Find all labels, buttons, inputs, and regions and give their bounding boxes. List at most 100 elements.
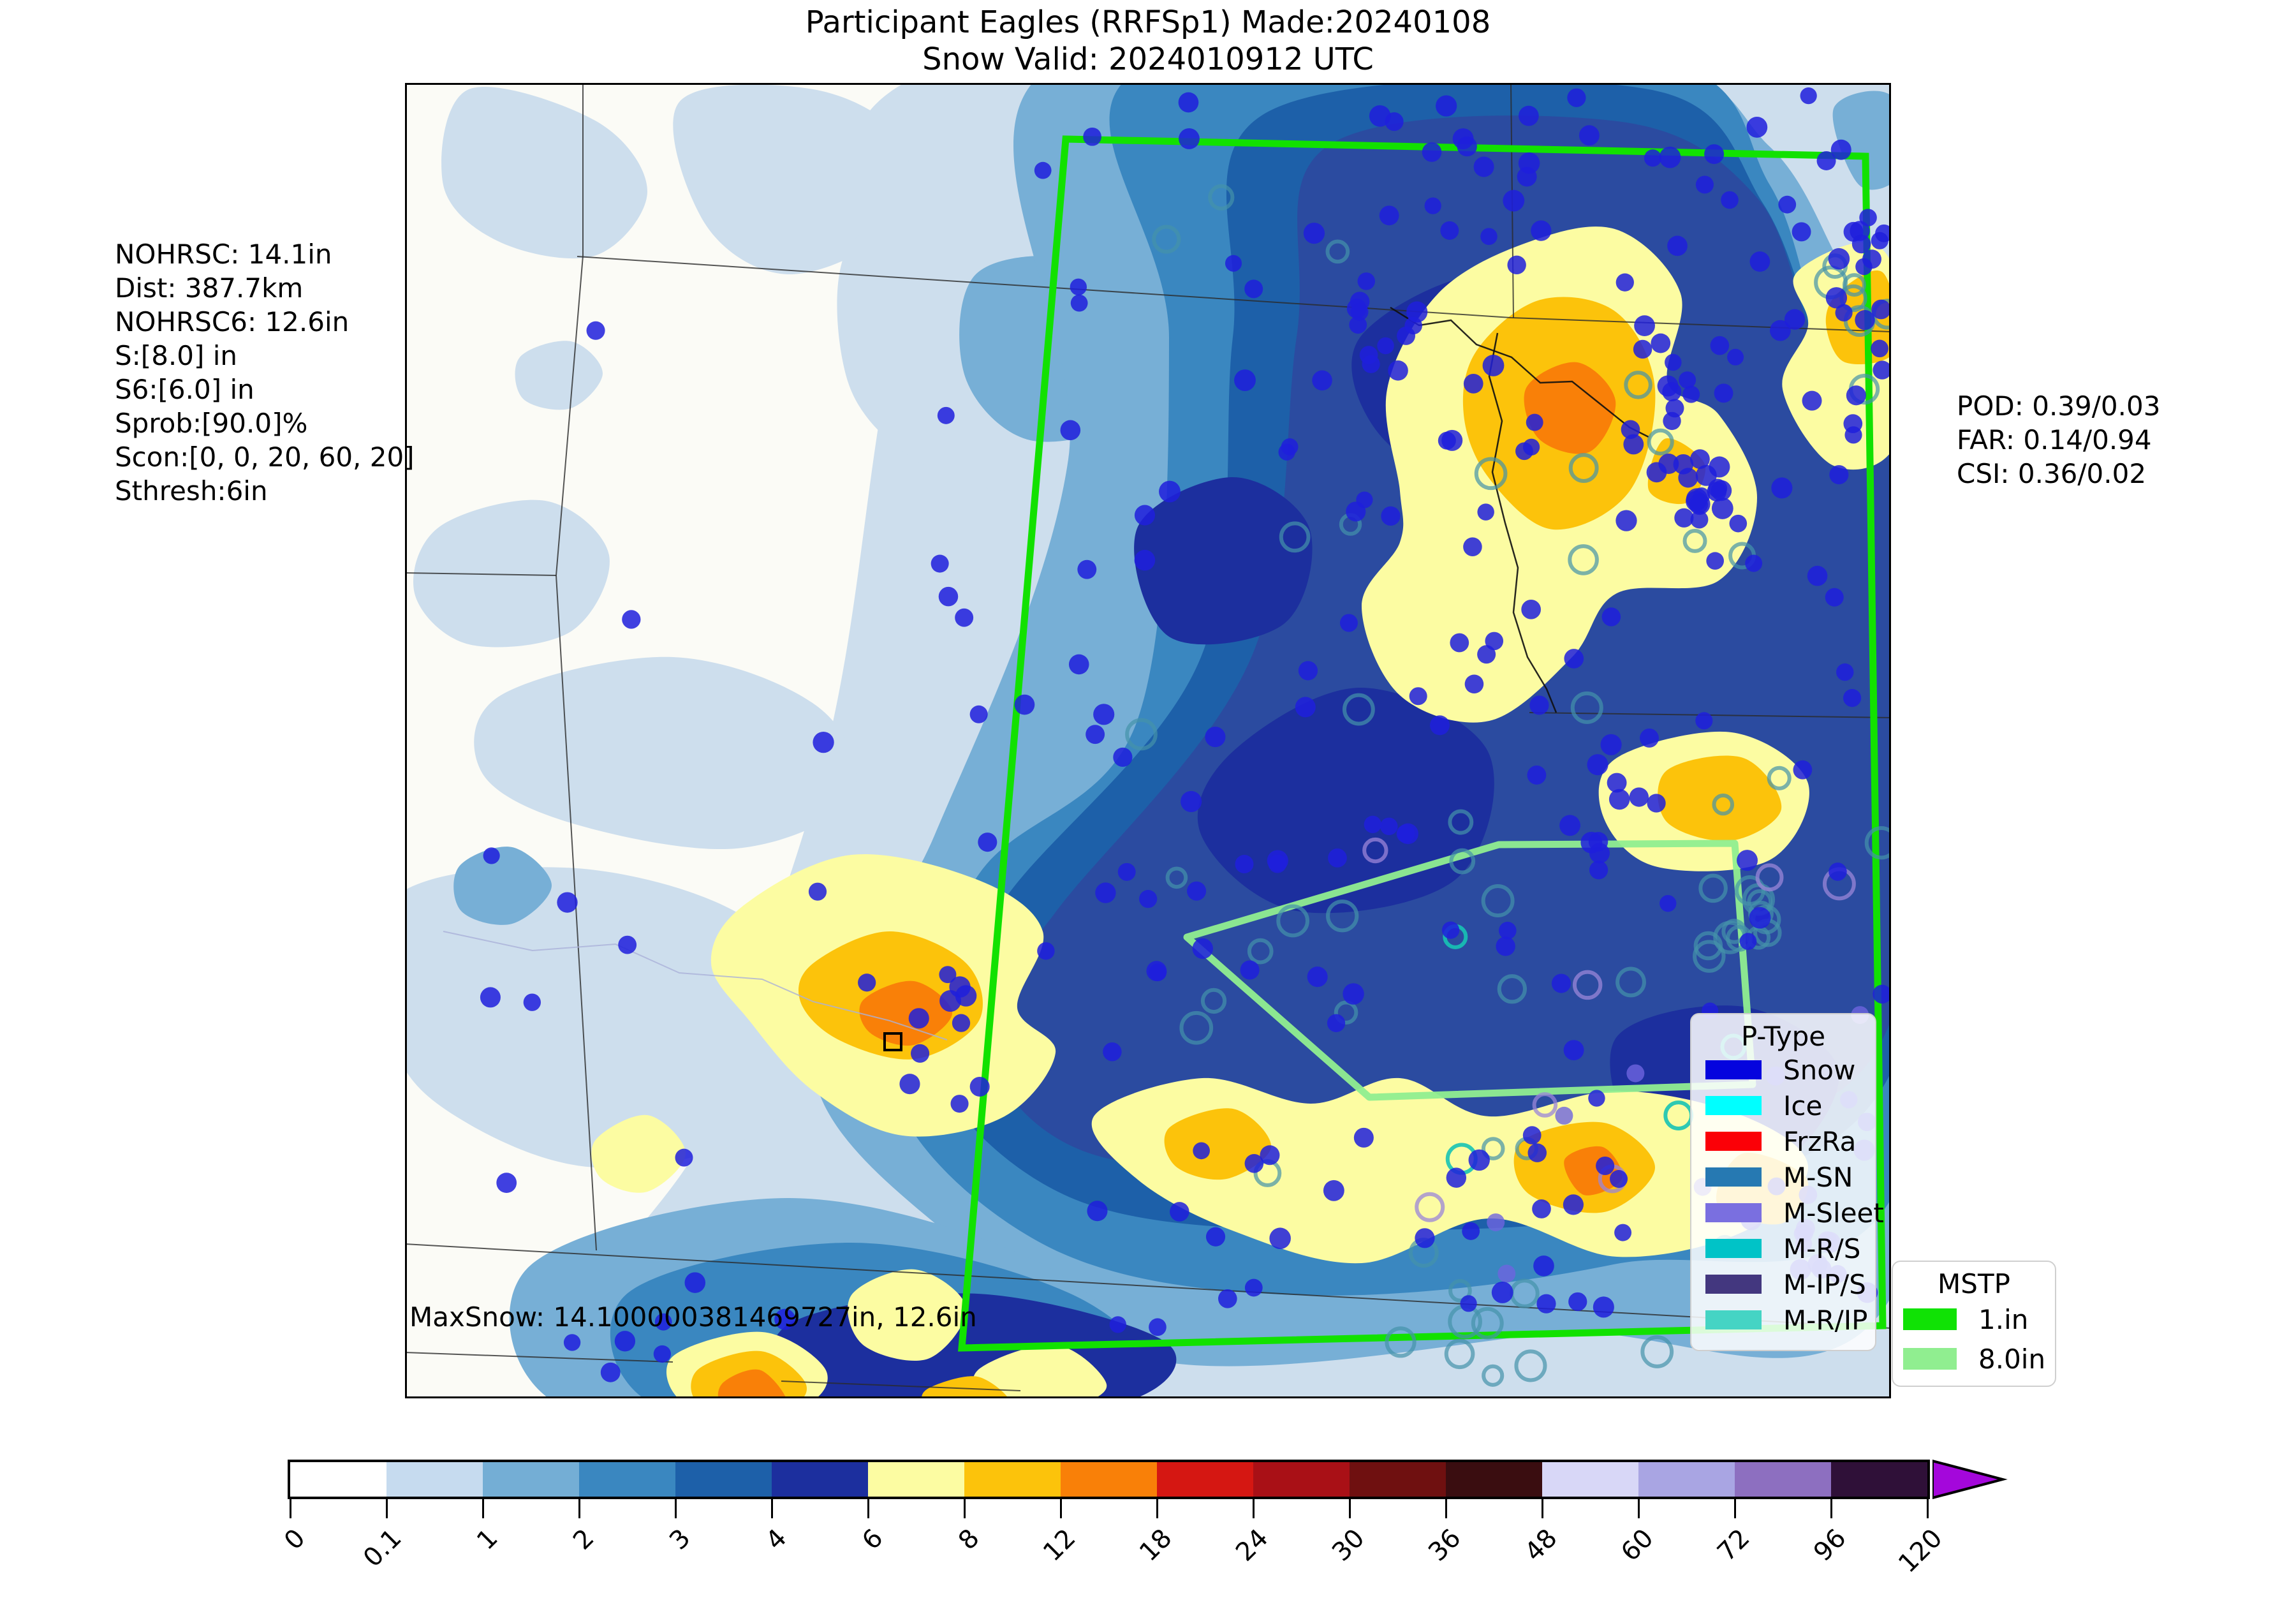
state-border-line xyxy=(405,1352,673,1363)
ptype-snow-dot xyxy=(1706,552,1724,570)
legend-color-patch xyxy=(1705,1203,1762,1222)
legend-item-label: M-R/S xyxy=(1783,1232,1861,1264)
snow-contour-blob xyxy=(718,1369,786,1398)
snow-contour-blob xyxy=(441,87,647,259)
ptype-snow-dot xyxy=(1240,960,1260,980)
ptype-legend-rows: Snow Ice FrzRa M-SN M-Sleet M-R/S M-IP/S M-R/IP xyxy=(1691,1052,1884,1338)
river-line xyxy=(1488,332,1557,713)
ptype-snow-dot xyxy=(1745,554,1763,572)
ptype-snow-dot xyxy=(1422,142,1442,162)
ptype-snow-dot xyxy=(1473,156,1494,177)
ptype-ring-marker xyxy=(1200,988,1227,1014)
left-stat-line: S:[8.0] in xyxy=(115,340,238,371)
ptype-snow-dot xyxy=(1600,734,1622,755)
legend-item: FrzRa xyxy=(1691,1123,1875,1159)
ptype-snow-dot xyxy=(1457,136,1477,157)
legend-item: M-R/S xyxy=(1691,1231,1875,1266)
colorbar-segment xyxy=(290,1462,386,1497)
ptype-snow-dot xyxy=(1070,278,1087,296)
ptype-ring-marker xyxy=(1448,1278,1472,1303)
map-frame xyxy=(405,83,1891,1398)
ptype-ring-marker xyxy=(1444,1338,1475,1370)
ptype-snow-dot xyxy=(1014,694,1035,715)
ptype-snow-dot xyxy=(1633,339,1652,359)
ptype-snow-dot xyxy=(1441,921,1460,939)
colorbar-segment xyxy=(1446,1462,1542,1497)
ptype-snow-dot xyxy=(1829,465,1849,485)
ptype-snow-dot xyxy=(1623,434,1644,455)
ptype-snow-dot xyxy=(1792,222,1811,242)
ptype-snow-dot xyxy=(1464,674,1484,694)
ptype-snow-dot xyxy=(1659,894,1677,912)
legend-item-label: Ice xyxy=(1783,1090,1823,1121)
snow-contour-blob xyxy=(515,341,603,410)
state-border-line xyxy=(781,1380,1021,1391)
colorbar-tick-label: 72 xyxy=(1712,1523,1756,1567)
legend-item: Snow xyxy=(1691,1052,1875,1088)
ptype-snow-dot xyxy=(1149,963,1167,982)
ptype-snow-dot xyxy=(684,1272,706,1293)
ptype-snow-dot xyxy=(480,987,501,1008)
ptype-snow-dot xyxy=(1843,414,1863,433)
ptype-snow-dot xyxy=(1521,599,1542,619)
ptype-snow-dot xyxy=(1711,480,1732,501)
ptype-snow-dot xyxy=(1359,346,1378,364)
ptype-snow-dot xyxy=(1608,788,1630,810)
ptype-snow-dot xyxy=(618,935,637,954)
ptype-snow-dot xyxy=(1784,309,1806,330)
ptype-snow-dot xyxy=(1665,353,1682,371)
ptype-ring-marker xyxy=(1624,371,1652,399)
ptype-ring-marker xyxy=(1415,1192,1445,1222)
ptype-snow-dot xyxy=(1485,632,1504,651)
ptype-snow-dot xyxy=(938,586,959,607)
ptype-ring-marker xyxy=(1179,1010,1214,1045)
ptype-ring-marker xyxy=(1640,1335,1674,1368)
ptype-snow-dot xyxy=(1843,688,1862,707)
ptype-snow-dot xyxy=(1596,1156,1615,1176)
ptype-ring-marker xyxy=(1568,453,1599,484)
ptype-ring-marker xyxy=(1615,966,1646,998)
colorbar-tick-label: 8 xyxy=(953,1523,985,1556)
ptype-snow-dot xyxy=(1871,339,1888,358)
ptype-snow-dot xyxy=(1658,454,1679,475)
snow-contour-blob xyxy=(848,1269,967,1361)
mstp-legend-title: MSTP xyxy=(1938,1268,2010,1299)
ptype-snow-dot xyxy=(1134,549,1156,571)
left-stat-line: Dist: 387.7km xyxy=(115,272,304,304)
legend-color-patch xyxy=(1705,1310,1762,1329)
ptype-snow-dot xyxy=(1729,514,1748,533)
ptype-snow-dot xyxy=(1083,127,1101,146)
ptype-snow-dot xyxy=(1377,337,1394,355)
ptype-snow-dot xyxy=(1178,92,1199,113)
mstp-legend-rows: 1.in 8.0in xyxy=(1893,1299,2055,1379)
ptype-ring-marker xyxy=(1448,809,1474,835)
ptype-snow-dot xyxy=(1085,725,1105,744)
ptype-snow-dot xyxy=(1103,1042,1122,1062)
colorbar-tick xyxy=(1927,1499,1929,1518)
snow-contour-blob xyxy=(859,981,952,1046)
legend-color-patch xyxy=(1705,1167,1762,1187)
colorbar-tick-label: 6 xyxy=(857,1523,889,1556)
ptype-snow-dot xyxy=(1353,1127,1374,1148)
ptype-snow-dot xyxy=(1477,503,1494,521)
ptype-snow-dot xyxy=(1695,175,1714,194)
ptype-snow-dot xyxy=(1350,302,1369,321)
ptype-ring-marker xyxy=(1342,693,1375,726)
ptype-snow-dot xyxy=(1298,661,1318,681)
legend-item: Ice xyxy=(1691,1088,1875,1123)
ptype-snow-dot xyxy=(1873,984,1891,1004)
ptype-snow-dot xyxy=(1527,1143,1547,1162)
ptype-ring-marker xyxy=(1152,225,1181,254)
ptype-snow-dot xyxy=(1607,773,1627,793)
ptype-snow-dot xyxy=(1721,191,1739,209)
legend-item-label: 1.in xyxy=(1978,1303,2029,1335)
state-border-line xyxy=(556,255,584,576)
ptype-snow-dot xyxy=(563,1334,581,1351)
mstp-legend: MSTP 1.in 8.0in xyxy=(1892,1261,2056,1387)
ptype-snow-dot xyxy=(1651,333,1671,353)
ptype-snow-dot xyxy=(1424,197,1441,214)
ptype-snow-dot xyxy=(1531,220,1552,241)
figure-title-line1: Participant Eagles (RRFSp1) Made:2024010… xyxy=(805,4,1491,40)
ptype-snow-dot xyxy=(1503,189,1525,212)
ptype-snow-dot xyxy=(1526,413,1543,431)
